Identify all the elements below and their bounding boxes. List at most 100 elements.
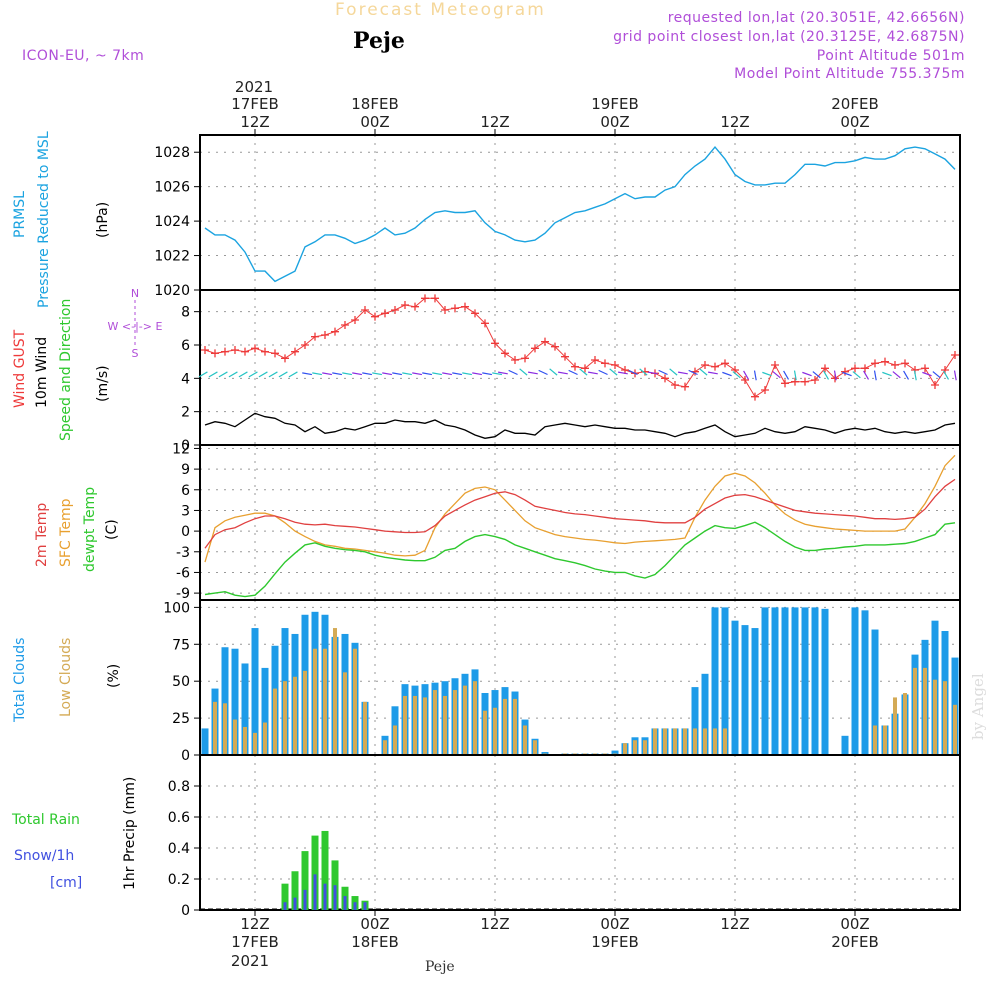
wind-direction-arrow	[322, 372, 332, 376]
top-date-label: 17FEB	[231, 95, 278, 113]
clouds-panel: 0 25 50 75 100	[163, 599, 961, 764]
wind-direction-arrow	[472, 372, 482, 376]
precip-panel: 0 0.2 0.4 0.6 0.8	[168, 754, 961, 919]
wind-direction-arrow	[218, 371, 228, 378]
low-cloud-bar	[283, 681, 287, 755]
y-tick-label: 0.2	[168, 872, 190, 888]
wind-direction-arrow	[943, 370, 950, 380]
sfc-temp-line	[204, 454, 956, 563]
gust-marker	[811, 376, 819, 384]
y-tick-label: 0.4	[168, 841, 190, 857]
wind-direction-arrow	[278, 371, 288, 378]
gust-marker	[371, 312, 379, 321]
clouds-unit: (%)	[106, 664, 122, 688]
y-tick-label: 1022	[154, 249, 190, 265]
total-cloud-bar	[251, 628, 259, 755]
temperature-panel: -9 -6 -3 0 3 6 9 12	[172, 441, 961, 602]
low-cloud-bar	[443, 695, 447, 755]
sfc-label: SFC Temp	[58, 498, 74, 567]
wind-direction-arrow	[753, 370, 757, 381]
wind-direction-arrow	[268, 371, 278, 378]
wind-direction-arrow	[793, 370, 797, 381]
bottom-hour-label: 12Z	[240, 915, 269, 933]
gust-marker	[411, 302, 419, 311]
total-cloud-bar	[851, 607, 859, 755]
low-cloud-bar	[343, 672, 347, 755]
y-tick-label: 6	[181, 483, 190, 499]
gust-marker	[681, 382, 689, 391]
panel-frame	[199, 444, 961, 601]
gust-marker	[241, 347, 249, 356]
point-altitude: Point Altitude 501m	[817, 48, 965, 64]
station-title: Peje	[353, 28, 405, 54]
total-cloud-bar	[741, 625, 749, 755]
wind-direction-arrow	[342, 372, 352, 376]
bottom-date-label: 20FEB	[831, 933, 878, 951]
wind-direction-arrow	[372, 372, 382, 376]
wind-direction-arrow	[382, 372, 392, 376]
low-cloud-bar	[703, 728, 707, 755]
gust-marker	[291, 347, 299, 356]
bottom-hour-label: 00Z	[600, 915, 629, 933]
bottom-date-label: 17FEB	[231, 933, 278, 951]
gust-marker	[581, 364, 589, 373]
wind-direction-arrow	[669, 368, 678, 376]
gust-label: Wind GUST	[12, 329, 28, 408]
gust-marker	[501, 349, 509, 358]
wind-direction-arrow	[903, 370, 910, 380]
gust-marker	[921, 364, 929, 373]
gust-marker	[671, 381, 679, 389]
y-tick-label: 8	[181, 305, 190, 321]
gust-marker	[751, 392, 759, 401]
wind-direction-arrow	[352, 372, 362, 376]
low-cloud-bar	[713, 728, 717, 755]
snow-bar	[293, 897, 297, 910]
total-cloud-bar	[221, 647, 229, 755]
snow-bar	[363, 902, 367, 910]
low-cloud-bar	[953, 704, 957, 755]
gust-marker	[601, 359, 609, 368]
wind-dir-label: Speed and Direction	[58, 299, 74, 441]
gust-marker	[561, 352, 569, 361]
snow-label: Snow/1h	[14, 848, 74, 864]
gust-marker	[401, 301, 409, 309]
gust-marker	[901, 359, 909, 368]
total-cloud-bar	[811, 607, 819, 755]
y-tick-label: 2	[181, 405, 190, 421]
pressure-label-prmsl: PRMSL	[12, 191, 28, 238]
wind-direction-arrow	[678, 371, 688, 375]
gust-marker	[491, 339, 499, 348]
y-tick-label: 0.8	[168, 779, 190, 795]
gust-marker	[821, 364, 829, 373]
y-tick-label: 0	[181, 438, 190, 454]
gust-marker	[591, 356, 599, 364]
gust-marker	[841, 367, 849, 376]
wind-direction-arrow	[882, 371, 892, 377]
wind-direction-arrow	[618, 371, 628, 375]
wind-direction-arrow	[549, 368, 558, 376]
low-cloud-bar	[433, 690, 437, 755]
requested-coords: requested lon,lat (20.3051E, 42.6656N)	[668, 10, 965, 26]
wind-direction-arrow	[783, 370, 790, 380]
low-cloud-bar	[403, 695, 407, 755]
top-hour-label: 00Z	[360, 113, 389, 131]
gust-marker	[271, 349, 279, 358]
top-hour-label: 12Z	[720, 113, 749, 131]
gust-marker	[701, 361, 709, 369]
gust-marker	[391, 306, 399, 314]
wind-direction-arrow	[913, 370, 917, 381]
wind-direction-arrow	[598, 369, 608, 376]
top-hour-label: 12Z	[240, 113, 269, 131]
low-cloud-bar	[693, 728, 697, 755]
gust-marker	[791, 377, 799, 386]
total-cloud-bar	[241, 663, 249, 755]
low-cloud-bar	[293, 676, 297, 755]
snow-bar	[283, 902, 287, 910]
total-cloud-bar	[841, 735, 849, 755]
y-tick-label: 50	[172, 674, 190, 690]
low-cloud-bar	[643, 740, 647, 755]
total-clouds-label: Total Clouds	[12, 638, 28, 723]
